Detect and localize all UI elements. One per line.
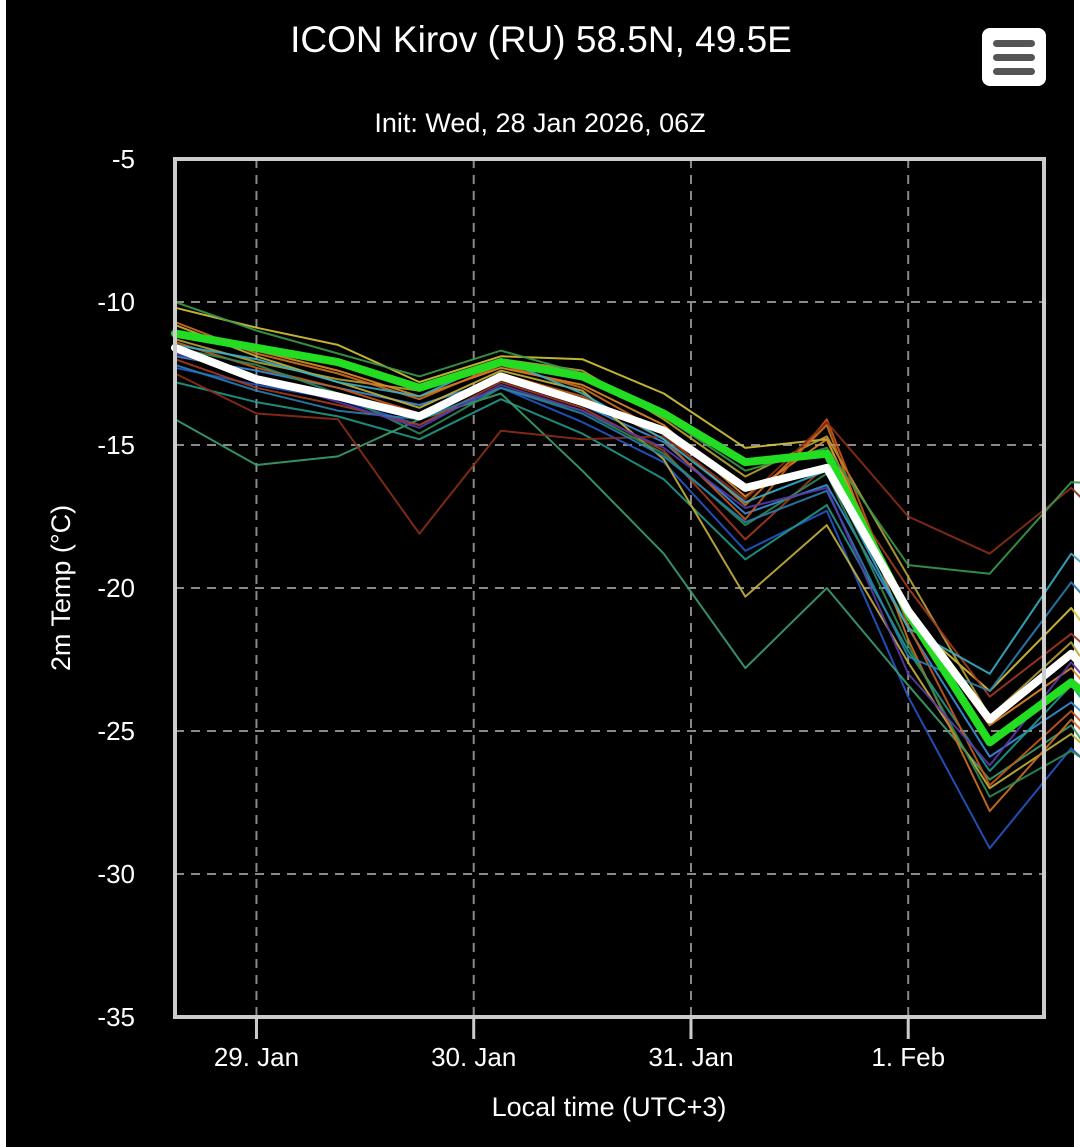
y-tick-label: -10 bbox=[97, 287, 135, 317]
y-tick-label: -35 bbox=[97, 1002, 135, 1032]
y-tick-label: -20 bbox=[97, 573, 135, 603]
grid bbox=[175, 159, 1044, 1017]
menu-icon-bar bbox=[993, 67, 1035, 75]
menu-icon-bar bbox=[993, 53, 1035, 61]
x-tick-label: 30. Jan bbox=[431, 1042, 516, 1072]
series-line-member bbox=[174, 329, 1080, 727]
series-line-member bbox=[174, 323, 1080, 790]
series-line-member bbox=[174, 341, 1080, 787]
series-line-member bbox=[174, 381, 1080, 772]
chart-title: ICON Kirov (RU) 58.5N, 49.5E bbox=[290, 19, 792, 60]
series-line-member bbox=[174, 352, 1080, 767]
y-tick-label: -15 bbox=[97, 430, 135, 460]
series-line-member bbox=[174, 372, 1080, 555]
series-line-member bbox=[174, 355, 1080, 758]
x-tick-label: 31. Jan bbox=[648, 1042, 733, 1072]
series-line-member bbox=[174, 301, 1080, 575]
series-lines bbox=[171, 301, 1080, 850]
x-tick-label: 29. Jan bbox=[214, 1042, 299, 1072]
hamburger-menu-button[interactable] bbox=[982, 28, 1046, 86]
y-tick-label: -25 bbox=[97, 716, 135, 746]
y-axis-label: 2m Temp (°C) bbox=[46, 505, 76, 671]
chart-subtitle: Init: Wed, 28 Jan 2026, 06Z bbox=[374, 108, 705, 138]
series-line-member bbox=[174, 346, 1080, 798]
series-line-member bbox=[174, 306, 1080, 692]
series-line-member bbox=[174, 392, 1080, 781]
y-tick-label: -5 bbox=[112, 144, 135, 174]
x-axis-label: Local time (UTC+3) bbox=[492, 1092, 727, 1122]
series-line-control bbox=[171, 329, 1080, 747]
series-line-member bbox=[174, 366, 1080, 850]
y-tick-label: -30 bbox=[97, 859, 135, 889]
series-line-member bbox=[174, 321, 1080, 813]
series-line-member bbox=[174, 363, 1080, 692]
series-line-member bbox=[174, 343, 1080, 675]
x-tick-label: 1. Feb bbox=[871, 1042, 945, 1072]
axis-ticks: -5 -10 -15 -20 -25 -30 -35 29. Jan 30. Jan 31. Ja… bbox=[97, 144, 945, 1072]
plot-border bbox=[173, 157, 1046, 1019]
series-line-mean bbox=[171, 343, 1080, 724]
menu-icon-bar bbox=[993, 39, 1035, 47]
